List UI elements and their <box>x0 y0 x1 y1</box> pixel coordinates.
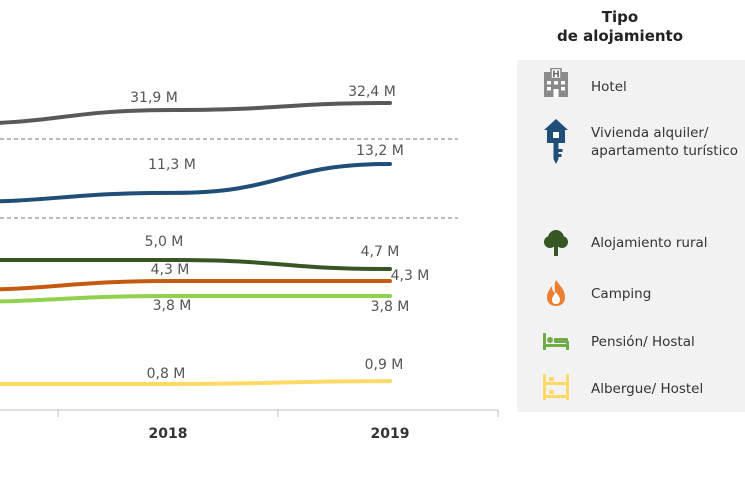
series-line <box>0 294 392 304</box>
data-label: 4,3 M <box>391 268 430 284</box>
flame-icon <box>547 280 565 306</box>
data-label: 0,9 M <box>365 357 404 373</box>
legend-title-line: de alojamiento <box>556 27 684 45</box>
data-label: 4,3 M <box>151 262 190 278</box>
house-key-icon <box>544 119 568 164</box>
svg-text:H: H <box>552 70 560 80</box>
bunk-bed-icon <box>543 374 569 400</box>
series-line <box>0 278 392 292</box>
legend-label-albergue: Albergue/ Hostel <box>591 381 704 397</box>
legend: H Hotel Vivienda alquiler/ apartamento t… <box>517 60 745 412</box>
legend-label-line: Vivienda alquiler/ <box>591 125 709 141</box>
x-tick-label: 2018 <box>149 426 188 442</box>
series-line <box>0 101 392 125</box>
legend-label-line: apartamento turístico <box>591 143 738 159</box>
series-line <box>0 257 392 271</box>
tree-icon <box>544 230 568 256</box>
data-label: 0,8 M <box>147 366 186 382</box>
legend-label-vivienda: Vivienda alquiler/ apartamento turístico <box>591 124 738 160</box>
series-line <box>0 162 392 204</box>
data-label: 13,2 M <box>356 143 404 159</box>
series-line <box>0 379 392 387</box>
data-label: 4,7 M <box>361 244 400 260</box>
data-label: 3,8 M <box>371 299 410 315</box>
x-tick-label: 2019 <box>371 426 410 442</box>
legend-label-hotel: Hotel <box>591 79 627 95</box>
data-label: 11,3 M <box>148 157 196 173</box>
legend-title: Tipo de alojamiento <box>520 8 720 46</box>
legend-label-rural: Alojamiento rural <box>591 235 708 251</box>
data-label: 5,0 M <box>145 234 184 250</box>
data-label: 32,4 M <box>348 84 396 100</box>
hotel-icon: H <box>544 68 568 97</box>
legend-label-camping: Camping <box>591 286 652 302</box>
bed-icon <box>543 333 569 350</box>
line-chart: 31,9 M 32,4 M 11,3 M 13,2 M 5,0 M 4,7 M 4,3 M 4… <box>0 84 499 442</box>
data-label: 31,9 M <box>130 90 178 106</box>
data-label: 3,8 M <box>153 298 192 314</box>
legend-label-pension: Pensión/ Hostal <box>591 334 695 350</box>
legend-title-line: Tipo <box>601 8 639 26</box>
